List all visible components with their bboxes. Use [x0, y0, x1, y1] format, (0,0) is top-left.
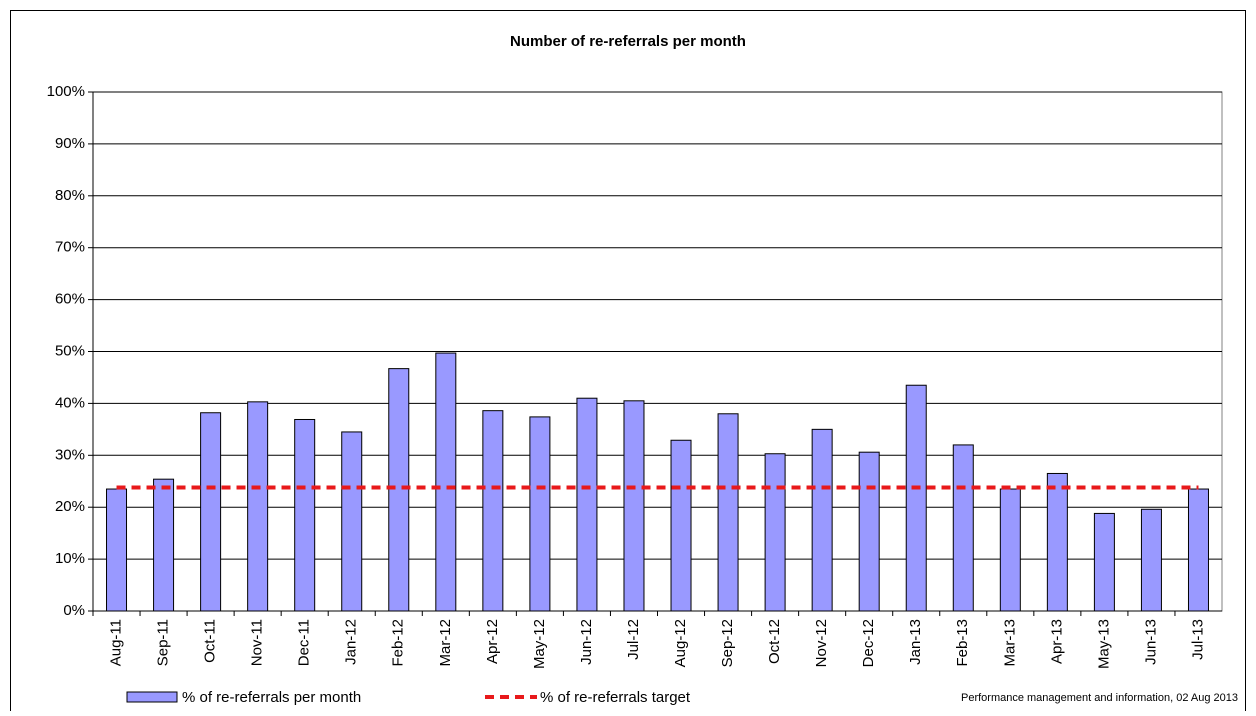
y-tick-label: 60% — [55, 291, 85, 308]
footnote: Performance management and information, … — [961, 692, 1238, 704]
x-tick-label: Feb-12 — [390, 619, 407, 667]
x-tick-label: Jun-13 — [1142, 619, 1159, 665]
bar — [999, 488, 1021, 612]
bar — [952, 444, 974, 612]
x-tick-label: Apr-13 — [1048, 619, 1065, 664]
y-tick-label: 40% — [55, 394, 85, 411]
chart-title: Number of re-referrals per month — [510, 33, 746, 50]
x-tick-label: Oct-11 — [202, 619, 219, 663]
y-tick-label: 100% — [47, 83, 85, 100]
bar — [858, 451, 880, 612]
x-tick-label: Jan-12 — [343, 619, 360, 665]
bar — [623, 400, 645, 612]
bar — [341, 431, 363, 612]
x-tick-label: Aug-12 — [672, 619, 689, 667]
y-tick-label: 70% — [55, 239, 85, 256]
bar — [905, 384, 927, 612]
x-tick-label: Jul-13 — [1189, 619, 1206, 660]
y-tick-label: 20% — [55, 498, 85, 515]
x-tick-label: Jul-12 — [625, 619, 642, 660]
bar — [1187, 488, 1209, 612]
x-tick-label: Dec-12 — [860, 619, 877, 667]
bar — [106, 488, 128, 612]
x-tick-label: Jan-13 — [907, 619, 924, 665]
bar — [717, 413, 739, 612]
bar — [811, 428, 833, 612]
x-tick-label: Jun-12 — [578, 619, 595, 665]
bar — [670, 439, 692, 612]
bar — [1046, 472, 1068, 612]
bar — [388, 368, 410, 612]
bar — [435, 352, 457, 612]
legend-label: % of re-referrals per month — [182, 689, 361, 706]
bar — [1093, 512, 1115, 612]
x-tick-label: Mar-12 — [437, 619, 454, 667]
x-tick-label: Oct-12 — [766, 619, 783, 664]
x-tick-label: Nov-12 — [813, 619, 830, 667]
bar — [153, 478, 175, 612]
bar — [247, 401, 269, 612]
x-tick-label: May-12 — [531, 619, 548, 669]
y-tick-label: 80% — [55, 187, 85, 204]
bar — [200, 412, 222, 612]
y-tick-label: 30% — [55, 446, 85, 463]
x-tick-label: Sep-12 — [719, 619, 736, 667]
legend-label: % of re-referrals target — [540, 689, 691, 706]
x-tick-label: May-13 — [1095, 619, 1112, 669]
bar — [482, 410, 504, 612]
x-tick-label: Sep-11 — [155, 619, 172, 666]
legend-swatch — [126, 691, 178, 703]
y-tick-label: 10% — [55, 550, 85, 567]
bar — [576, 397, 598, 612]
bar — [764, 453, 786, 612]
bar — [1140, 508, 1162, 612]
bar — [529, 416, 551, 612]
x-tick-label: Mar-13 — [1001, 619, 1018, 667]
y-tick-label: 0% — [63, 602, 85, 619]
y-tick-label: 90% — [55, 135, 85, 152]
x-tick-label: Apr-12 — [484, 619, 501, 664]
x-tick-label: Aug-11 — [107, 619, 124, 666]
x-tick-label: Feb-13 — [954, 619, 971, 667]
bar — [294, 418, 316, 612]
x-tick-label: Nov-11 — [249, 619, 266, 666]
y-tick-label: 50% — [55, 342, 85, 359]
x-tick-label: Dec-11 — [296, 619, 313, 666]
